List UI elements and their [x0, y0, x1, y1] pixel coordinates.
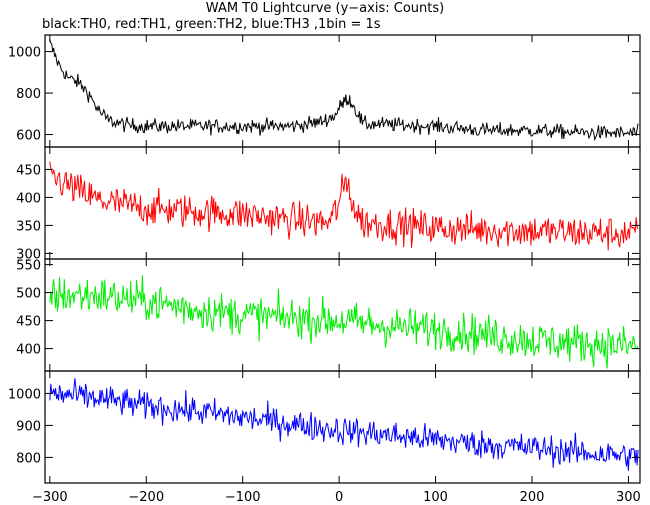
y-tick-label: 1000: [8, 387, 41, 402]
x-tick-label: −300: [32, 490, 68, 505]
x-tick-label: −100: [225, 490, 261, 505]
series-th2: [49, 275, 639, 369]
y-tick-label: 550: [16, 259, 41, 274]
x-tick-label: 200: [520, 490, 545, 505]
x-tick-label: 300: [616, 490, 641, 505]
y-tick-label: 1000: [8, 46, 41, 61]
y-tick-label: 600: [16, 129, 41, 144]
x-tick-label: 100: [423, 490, 448, 505]
chart-subtitle: black:TH0, red:TH1, green:TH2, blue:TH3 …: [42, 17, 381, 32]
y-tick-label: 450: [16, 315, 41, 330]
series-th1: [49, 161, 639, 251]
y-tick-label: 300: [16, 247, 41, 262]
y-tick-label: 500: [16, 287, 41, 302]
y-tick-label: 800: [16, 451, 41, 466]
series-th0: [49, 39, 639, 142]
y-tick-label: 350: [16, 219, 41, 234]
chart-title: WAM T0 Lightcurve (y−axis: Counts): [205, 1, 445, 16]
panel-frame-3: [44, 370, 641, 484]
y-tick-label: 800: [16, 87, 41, 102]
series-th3: [49, 378, 639, 471]
x-tick-label: 0: [335, 490, 343, 505]
y-tick-label: 900: [16, 419, 41, 434]
x-tick-label: −200: [128, 490, 164, 505]
y-tick-label: 400: [16, 343, 41, 358]
y-tick-label: 400: [16, 191, 41, 206]
y-tick-label: 450: [16, 163, 41, 178]
